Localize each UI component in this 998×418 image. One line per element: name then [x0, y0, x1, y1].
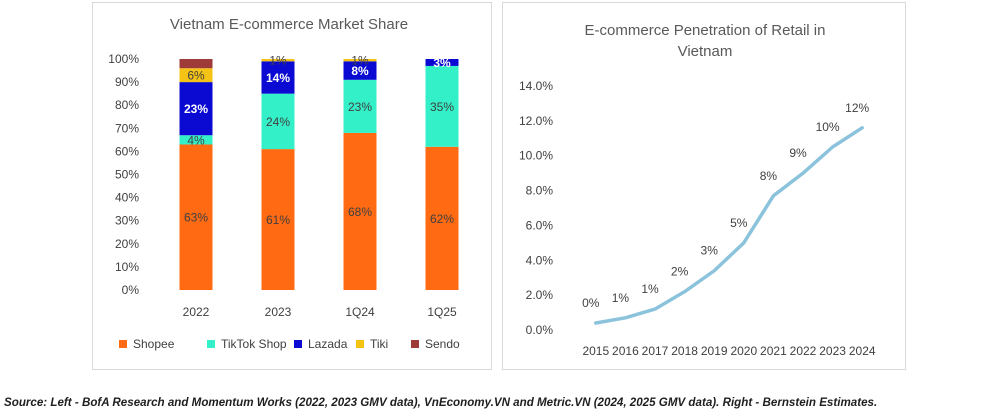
data-label: 3%	[433, 56, 451, 70]
x-tick-label: 2020	[730, 344, 757, 358]
y-tick-label: 100%	[108, 52, 139, 66]
y-tick-label: 12.0%	[519, 114, 553, 128]
y-tick-label: 40%	[115, 191, 139, 205]
legend-label: Sendo	[425, 337, 460, 351]
y-tick-label: 50%	[115, 168, 139, 182]
market-share-chart: Vietnam E-commerce Market Share 0% 10% 20%…	[108, 16, 460, 351]
bar-segment	[343, 79, 377, 133]
data-label: 8%	[760, 169, 778, 183]
data-label: 10%	[816, 120, 840, 134]
y-tick-label: 90%	[115, 75, 139, 89]
legend-swatch	[356, 340, 364, 348]
x-tick-label: 2017	[642, 344, 669, 358]
bar-segment	[343, 61, 377, 80]
data-label: 2%	[671, 265, 689, 279]
data-label: 3%	[701, 244, 719, 258]
y-tick-label: 10%	[115, 260, 139, 274]
x-tick-label: 1Q25	[427, 305, 457, 319]
y-tick-label: 8.0%	[526, 184, 554, 198]
data-label: 1%	[612, 291, 630, 305]
data-label: 68%	[348, 205, 372, 219]
bar-segment	[179, 82, 213, 136]
bar-segment	[261, 59, 295, 62]
legend-item: TikTok Shop	[207, 337, 287, 351]
data-label: 63%	[184, 211, 208, 225]
data-label: 23%	[184, 102, 208, 116]
penetration-chart: E-commerce Penetration of Retail in Viet…	[519, 22, 876, 358]
data-label: 1%	[641, 282, 659, 296]
chart-title: Vietnam E-commerce Market Share	[170, 16, 408, 33]
chart-title-line-2: Vietnam	[678, 43, 733, 60]
bar-segment	[261, 61, 295, 94]
bar-segment	[261, 149, 295, 290]
bar-segment	[425, 65, 459, 147]
legend-item: Lazada	[294, 337, 348, 351]
data-label: 24%	[266, 115, 290, 129]
x-tick-label: 1Q24	[345, 305, 375, 319]
bar-segment	[343, 132, 377, 290]
legend-swatch	[207, 340, 215, 348]
bar-segment	[425, 59, 459, 66]
legend-label: Shopee	[133, 337, 175, 351]
y-tick-label: 0.0%	[526, 323, 554, 337]
penetration-chart-panel: E-commerce Penetration of Retail in Viet…	[502, 2, 906, 370]
chart-title-line-1: E-commerce Penetration of Retail in	[585, 22, 826, 39]
x-tick-label: 2016	[612, 344, 639, 358]
bar-segment	[179, 68, 213, 83]
x-tick-label: 2022	[183, 305, 210, 319]
data-label: 62%	[430, 212, 454, 226]
y-tick-label: 2.0%	[526, 288, 554, 302]
data-label: 1%	[351, 54, 369, 68]
source-note: Source: Left - BofA Research and Momentu…	[4, 396, 878, 409]
bar-segment	[179, 135, 213, 145]
bar-segment	[179, 59, 213, 69]
bar-segment	[179, 144, 213, 290]
legend-label: Lazada	[308, 337, 348, 351]
x-tick-label: 2021	[760, 344, 787, 358]
y-tick-label: 60%	[115, 144, 139, 158]
x-tick-label: 2019	[701, 344, 728, 358]
y-tick-label: 20%	[115, 237, 139, 251]
market-share-chart-panel: Vietnam E-commerce Market Share 0% 10% 20%…	[92, 2, 492, 370]
y-tick-label: 70%	[115, 121, 139, 135]
legend-item: Shopee	[119, 337, 175, 351]
legend-label: Tiki	[370, 337, 388, 351]
x-tick-label: 2023	[819, 344, 846, 358]
data-label: 23%	[348, 100, 372, 114]
y-tick-label: 14.0%	[519, 79, 553, 93]
x-tick-label: 2022	[790, 344, 817, 358]
penetration-line	[594, 126, 864, 325]
y-tick-label: 80%	[115, 98, 139, 112]
data-label: 8%	[351, 64, 369, 78]
data-label: 12%	[845, 101, 869, 115]
data-label: 6%	[187, 69, 205, 83]
legend-swatch	[119, 340, 127, 348]
y-tick-label: 30%	[115, 214, 139, 228]
data-label: 5%	[730, 216, 748, 230]
data-label: 0%	[582, 296, 600, 310]
x-tick-label: 2015	[582, 344, 609, 358]
y-tick-label: 10.0%	[519, 149, 553, 163]
legend-swatch	[411, 340, 419, 348]
x-tick-label: 2018	[671, 344, 698, 358]
data-label: 9%	[789, 146, 807, 160]
legend-item: Tiki	[356, 337, 388, 351]
bar-segment	[425, 146, 459, 290]
legend-label: TikTok Shop	[221, 337, 287, 351]
data-label: 1%	[269, 54, 287, 68]
legend-item: Sendo	[411, 337, 460, 351]
legend-swatch	[294, 340, 302, 348]
y-tick-label: 6.0%	[526, 218, 554, 232]
y-tick-label: 4.0%	[526, 253, 554, 267]
data-label: 14%	[266, 71, 290, 85]
x-tick-label: 2023	[265, 305, 292, 319]
y-tick-label: 0%	[122, 283, 140, 297]
bar-segment	[261, 93, 295, 150]
x-tick-label: 2024	[849, 344, 876, 358]
data-label: 35%	[430, 100, 454, 114]
data-label: 61%	[266, 213, 290, 227]
bar-segment	[343, 59, 377, 62]
data-label: 4%	[187, 133, 205, 147]
